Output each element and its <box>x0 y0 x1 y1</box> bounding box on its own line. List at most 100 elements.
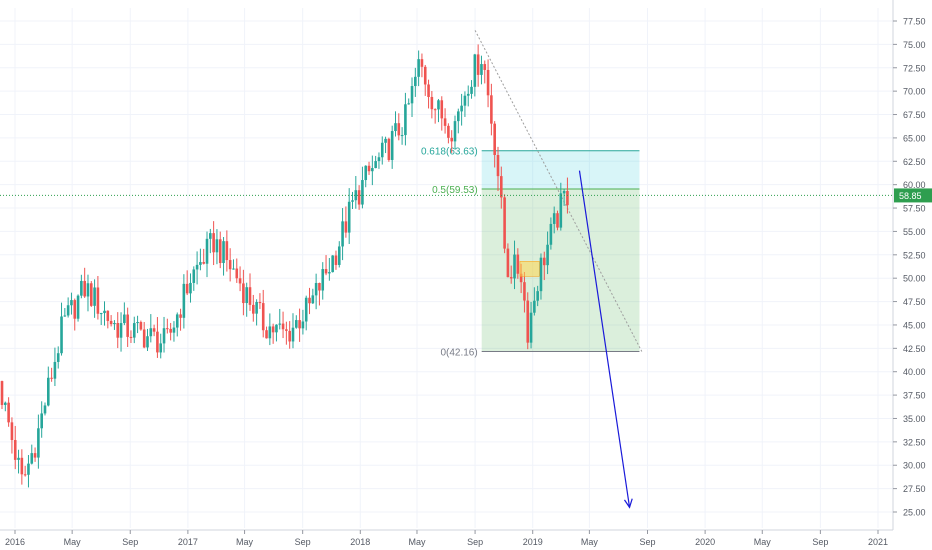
candle-body <box>390 131 394 160</box>
candle-body <box>542 257 546 266</box>
candle-body <box>116 323 120 338</box>
candle-body <box>172 327 176 333</box>
candle-body <box>126 314 129 337</box>
candle-body <box>255 302 258 314</box>
candle-body <box>423 66 427 85</box>
candle-body <box>33 453 37 458</box>
candle-body <box>96 287 100 314</box>
candle-body <box>516 254 520 274</box>
candle-body <box>503 197 506 249</box>
candle-body <box>132 323 136 338</box>
candle-body <box>99 313 103 315</box>
candle-body <box>473 54 477 87</box>
price-tick-label: 27.50 <box>903 484 926 494</box>
candle-body <box>37 428 40 458</box>
candle-body <box>519 273 523 283</box>
candle-body <box>265 330 268 339</box>
candle-body <box>314 282 318 296</box>
candle-body <box>182 283 186 318</box>
time-tick-label: 2017 <box>178 537 198 547</box>
candle-body <box>490 95 493 124</box>
candle-body <box>268 326 272 339</box>
candle-body <box>86 283 90 297</box>
price-tick-label: 65.00 <box>903 133 926 143</box>
candle-body <box>162 328 166 344</box>
last-price-label: 58.85 <box>899 191 922 201</box>
candle-body <box>185 283 189 294</box>
candle-body <box>457 111 460 122</box>
time-tick-label: May <box>236 537 254 547</box>
candle-body <box>27 463 30 475</box>
candle-body <box>499 176 503 198</box>
candle-body <box>139 322 143 330</box>
candle-body <box>443 118 447 126</box>
candle-body <box>344 221 348 233</box>
candle-body <box>506 248 510 278</box>
candle-body <box>228 260 232 270</box>
forecast-arrow-head <box>623 498 633 509</box>
candle-body <box>129 336 133 338</box>
candle-body <box>433 109 437 111</box>
candle-body <box>60 316 63 354</box>
candle-body <box>361 180 364 205</box>
candle-body <box>199 262 202 265</box>
time-tick-label: 2020 <box>695 537 715 547</box>
candle-body <box>404 104 407 136</box>
candle-body <box>536 291 539 301</box>
candle-body <box>529 312 533 343</box>
candle-body <box>321 269 325 291</box>
fib-level-label: 0.618(63.63) <box>421 147 478 158</box>
candle-body <box>20 457 24 475</box>
candle-body <box>53 361 57 379</box>
highlight-box <box>519 261 540 277</box>
candle-body <box>50 377 53 379</box>
candle-body <box>476 54 480 75</box>
chart-overlays <box>0 170 893 509</box>
candle-body <box>562 191 566 194</box>
price-tick-label: 45.00 <box>903 320 926 330</box>
candle-body <box>13 440 17 460</box>
price-tick-label: 62.50 <box>903 157 926 167</box>
candle-body <box>430 96 434 110</box>
candle-body <box>248 287 252 305</box>
candle-body <box>377 157 381 162</box>
candle-body <box>47 377 50 406</box>
candle-body <box>552 213 556 224</box>
price-tick-label: 37.50 <box>903 391 926 401</box>
fib-zone-upper <box>481 150 640 190</box>
price-tick-label: 25.00 <box>903 508 926 518</box>
diagonal-trendline <box>474 30 643 352</box>
candle-body <box>324 269 328 274</box>
candle-body <box>380 142 384 158</box>
candle-body <box>294 320 298 328</box>
candle-body <box>192 269 196 283</box>
candle-body <box>331 255 334 273</box>
candle-body <box>103 310 106 314</box>
candle-body <box>175 314 179 328</box>
candle-body <box>301 321 305 329</box>
candle-body <box>285 329 288 331</box>
candle-body <box>354 190 358 201</box>
candle-body <box>242 283 245 304</box>
price-tick-label: 60.00 <box>903 180 926 190</box>
candle-body <box>407 103 411 105</box>
candle-body <box>304 297 308 322</box>
candle-body <box>159 343 163 353</box>
candle-body <box>466 93 470 96</box>
candle-body <box>341 221 344 247</box>
candle-body <box>513 254 516 279</box>
price-tick-label: 47.50 <box>903 297 926 307</box>
candle-body <box>397 123 401 136</box>
price-tick-label: 42.50 <box>903 344 926 354</box>
candle-body <box>136 322 139 324</box>
candle-body <box>218 239 222 264</box>
candle-body <box>496 154 500 177</box>
candle-body <box>146 336 149 348</box>
candle-body <box>523 282 526 301</box>
candle-body <box>275 324 278 333</box>
candle-body <box>384 138 387 143</box>
time-tick-label: Sep <box>295 537 311 547</box>
price-tick-label: 52.50 <box>903 250 926 260</box>
candle-body <box>205 238 209 264</box>
